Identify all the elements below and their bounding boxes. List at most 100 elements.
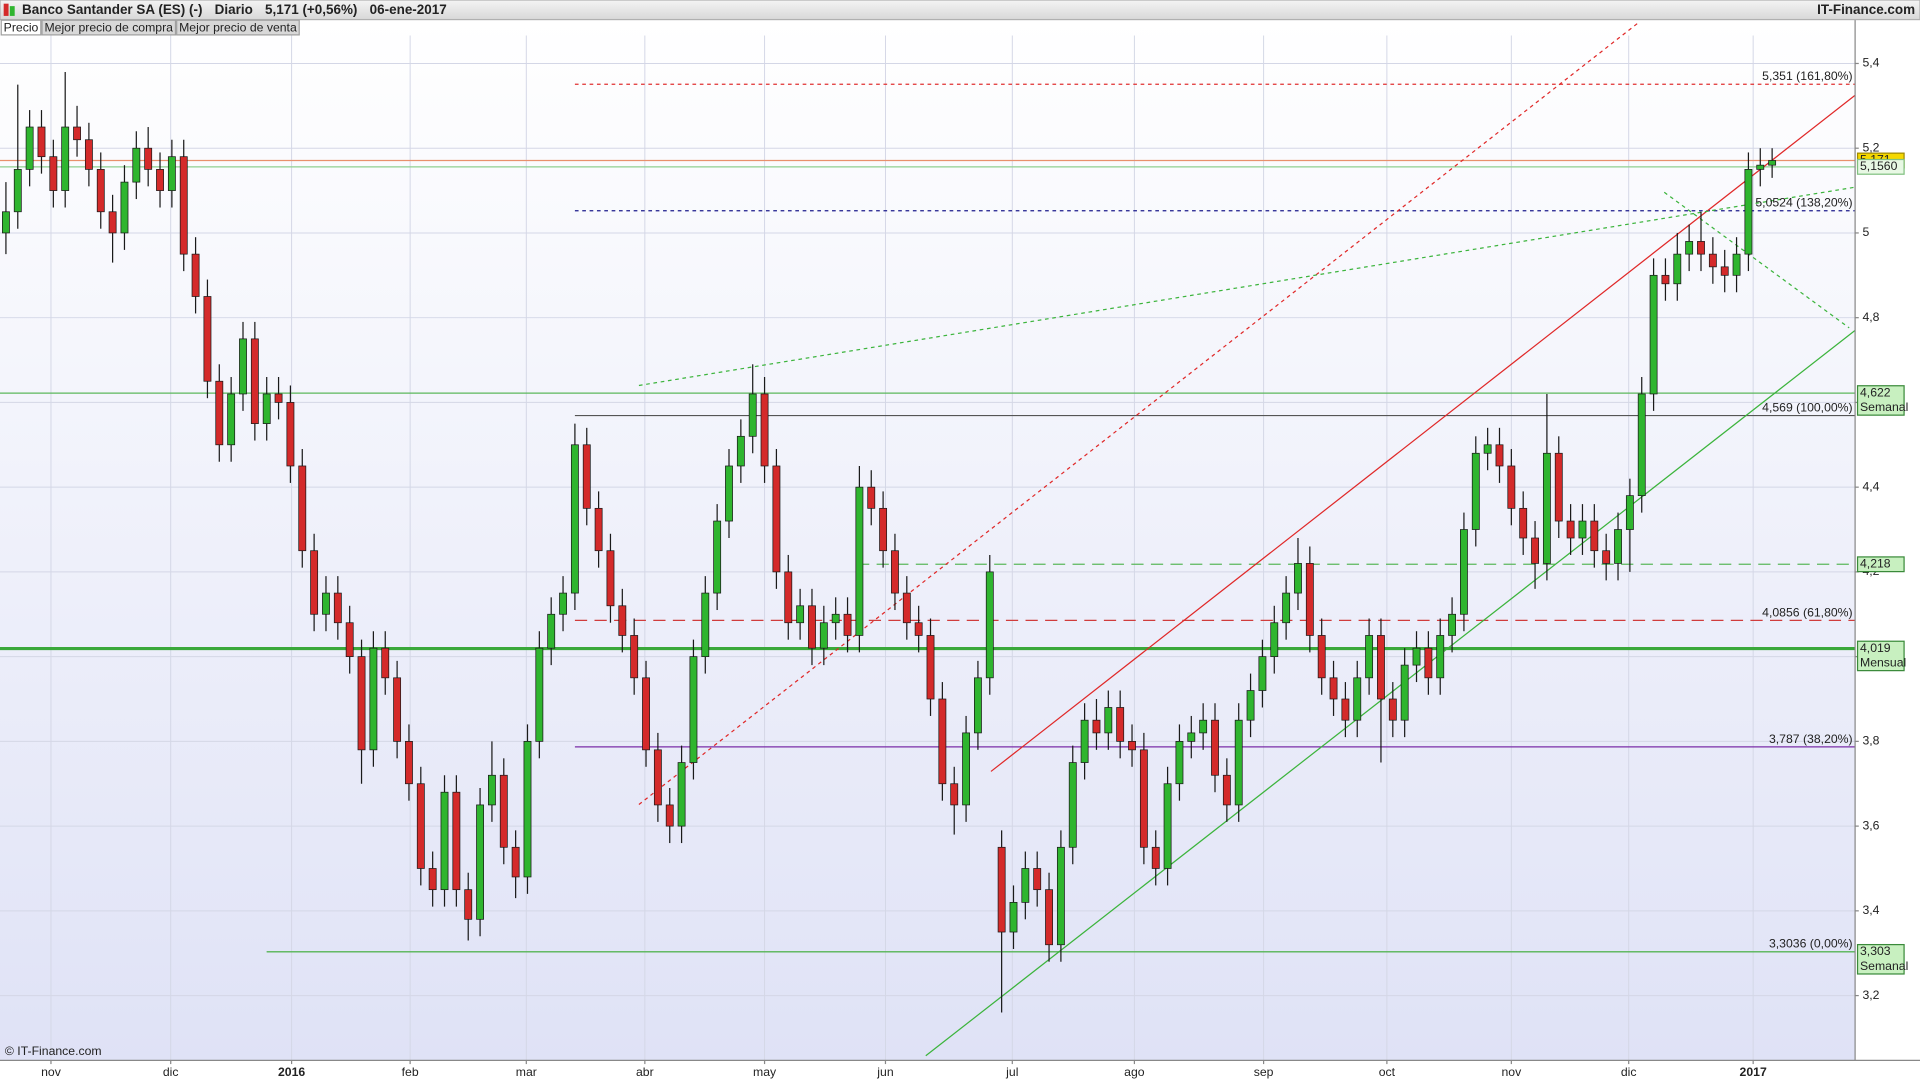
fib-label: 5,351 (161,80%): [1762, 69, 1852, 83]
candle-body: [1519, 507, 1528, 539]
candle-body: [239, 338, 247, 395]
candle-body: [1317, 635, 1326, 679]
candle-body: [677, 762, 686, 827]
candle-body: [1673, 253, 1682, 285]
candle-body: [748, 393, 757, 437]
candle-body: [405, 741, 413, 785]
candle-body: [1412, 647, 1421, 666]
level-note: Semanal: [1860, 400, 1908, 414]
candle-body: [1329, 677, 1338, 700]
candle-body: [1625, 495, 1634, 530]
x-tick-label: jul: [1005, 1065, 1018, 1079]
x-tick-label: jun: [876, 1065, 894, 1079]
candle-body: [1756, 164, 1765, 170]
candle-body: [630, 635, 639, 679]
candle-body: [49, 156, 58, 191]
fib-label: 4,0856 (61,80%): [1762, 605, 1852, 619]
fib-label: 3,3036 (0,00%): [1769, 937, 1853, 951]
candle-body: [1436, 635, 1445, 679]
fib-label: 3,787 (38,20%): [1769, 732, 1853, 746]
candle-body: [345, 622, 354, 658]
candle-body: [974, 677, 982, 734]
candle-body: [215, 380, 224, 446]
candle-body: [203, 296, 212, 382]
x-tick-label: nov: [1501, 1065, 1522, 1079]
candle-body: [322, 592, 330, 615]
legend-box: [176, 19, 300, 36]
y-tick-label: 4,8: [1862, 310, 1879, 324]
trend-line: [925, 329, 1856, 1057]
header-bar: [0, 0, 1920, 21]
candle-body: [333, 592, 342, 624]
candle-body: [1009, 902, 1018, 933]
y-tick-label: 3,4: [1862, 903, 1879, 917]
level-box: [1856, 385, 1905, 416]
candle-body: [262, 393, 271, 424]
candle-body: [1305, 563, 1314, 636]
candle-body: [1590, 520, 1599, 552]
candle-body: [962, 732, 970, 806]
candle-body: [298, 465, 307, 552]
candle-body: [938, 698, 947, 785]
candle-body: [191, 253, 200, 297]
level-box: [1856, 158, 1905, 175]
y-tick-label: 5,4: [1862, 56, 1879, 70]
candle-body: [1104, 707, 1113, 734]
candle-body: [1460, 529, 1468, 615]
candle-body: [1471, 452, 1480, 530]
candle-body: [1614, 529, 1622, 564]
candle-body: [476, 804, 484, 920]
candle-body: [1270, 622, 1279, 658]
candle-body: [713, 520, 722, 594]
candle-body: [179, 156, 188, 255]
candle-body: [1400, 664, 1409, 721]
candle-body: [1222, 774, 1231, 806]
candle-body: [642, 677, 650, 751]
level-label: 4,019: [1860, 641, 1891, 655]
candle-body: [1199, 719, 1208, 734]
candle-body: [985, 571, 994, 679]
level-box: [1856, 556, 1905, 573]
candle-body: [464, 889, 473, 920]
candle-body: [381, 647, 390, 679]
candle-body: [559, 592, 567, 615]
candle-body: [1294, 563, 1302, 594]
candle-body: [582, 444, 591, 509]
candle-body: [1080, 719, 1089, 763]
label-layer: 5,351 (161,80%) 5,0524 (138,20%) 4,569 (10…: [1755, 69, 1908, 975]
plot-background: [0, 19, 1856, 1061]
candle-body: [997, 846, 1006, 933]
candle-body: [547, 613, 556, 649]
candle-body: [1282, 592, 1291, 624]
level-note: Semanal: [1860, 959, 1908, 973]
legend-label: Precio: [4, 20, 39, 34]
fib-label: 4,569 (100,00%): [1762, 400, 1852, 414]
candle-body: [1554, 452, 1563, 522]
candle-body: [808, 605, 816, 649]
candle-body: [1365, 635, 1374, 679]
candle-body: [1377, 635, 1385, 700]
axis-background: [1855, 19, 1920, 1080]
candle-body: [879, 507, 888, 552]
candle-body: [1163, 783, 1172, 869]
candle-body: [132, 147, 141, 183]
candle-body: [1341, 698, 1350, 721]
level-box: [1856, 640, 1905, 672]
candle-body: [1116, 707, 1125, 742]
candle-body: [511, 846, 520, 878]
candle-body: [393, 677, 402, 742]
source: IT-Finance.com: [1817, 2, 1915, 17]
legend-box: [41, 19, 177, 36]
period: Diario: [215, 2, 253, 17]
candle-body: [1175, 741, 1184, 785]
legend-box: [0, 19, 42, 36]
candle-layer: [2, 71, 1777, 1013]
candle-body: [772, 465, 781, 573]
candle-body: [784, 571, 793, 624]
candle-body: [1139, 749, 1148, 848]
y-tick-label: 4,4: [1862, 479, 1879, 493]
candle-body: [1637, 393, 1646, 497]
candle-body: [819, 622, 828, 649]
